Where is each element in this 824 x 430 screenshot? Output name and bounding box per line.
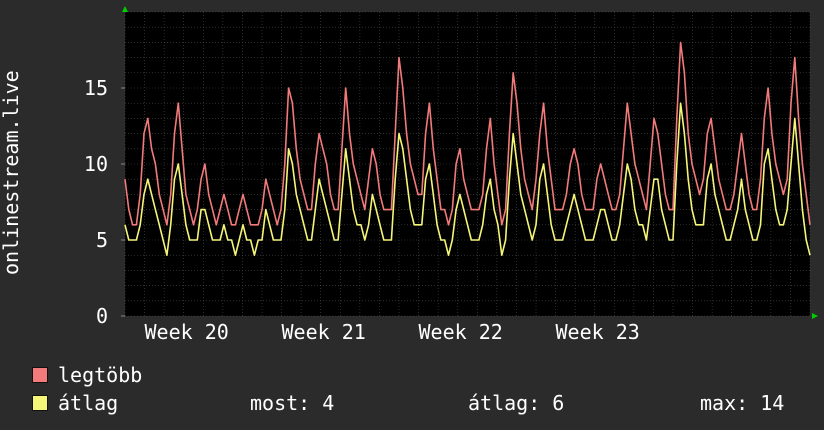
stat-current: most: 4: [250, 391, 335, 415]
y-axis-arrow-icon: [122, 6, 128, 12]
x-axis: Week 20 Week 21 Week 22 Week 23: [145, 320, 640, 344]
legend-label-avg: átlag: [58, 391, 119, 415]
y-tick-label: 0: [96, 304, 108, 328]
legend-label-max: legtöbb: [58, 363, 143, 387]
y-axis-label: onlinestream.live: [0, 70, 23, 275]
x-axis-arrow-icon: [812, 313, 818, 319]
x-tick-label: Week 20: [145, 320, 229, 344]
x-tick-label: Week 23: [556, 320, 640, 344]
legend-swatch-max: [32, 367, 48, 383]
x-tick-label: Week 22: [419, 320, 503, 344]
y-tick-label: 15: [84, 76, 108, 100]
series-line-max: [124, 41, 811, 226]
y-tick-label: 10: [84, 152, 108, 176]
series-layer: [124, 41, 811, 256]
series-line-avg: [124, 102, 811, 256]
y-axis: 0 5 10 15: [84, 76, 125, 328]
legend-swatch-avg: [32, 395, 48, 411]
y-tick-label: 5: [96, 228, 108, 252]
stat-maximum: max: 14: [700, 391, 785, 415]
stat-average: átlag: 6: [468, 391, 565, 415]
grid: [124, 11, 811, 317]
x-tick-label: Week 21: [282, 320, 366, 344]
